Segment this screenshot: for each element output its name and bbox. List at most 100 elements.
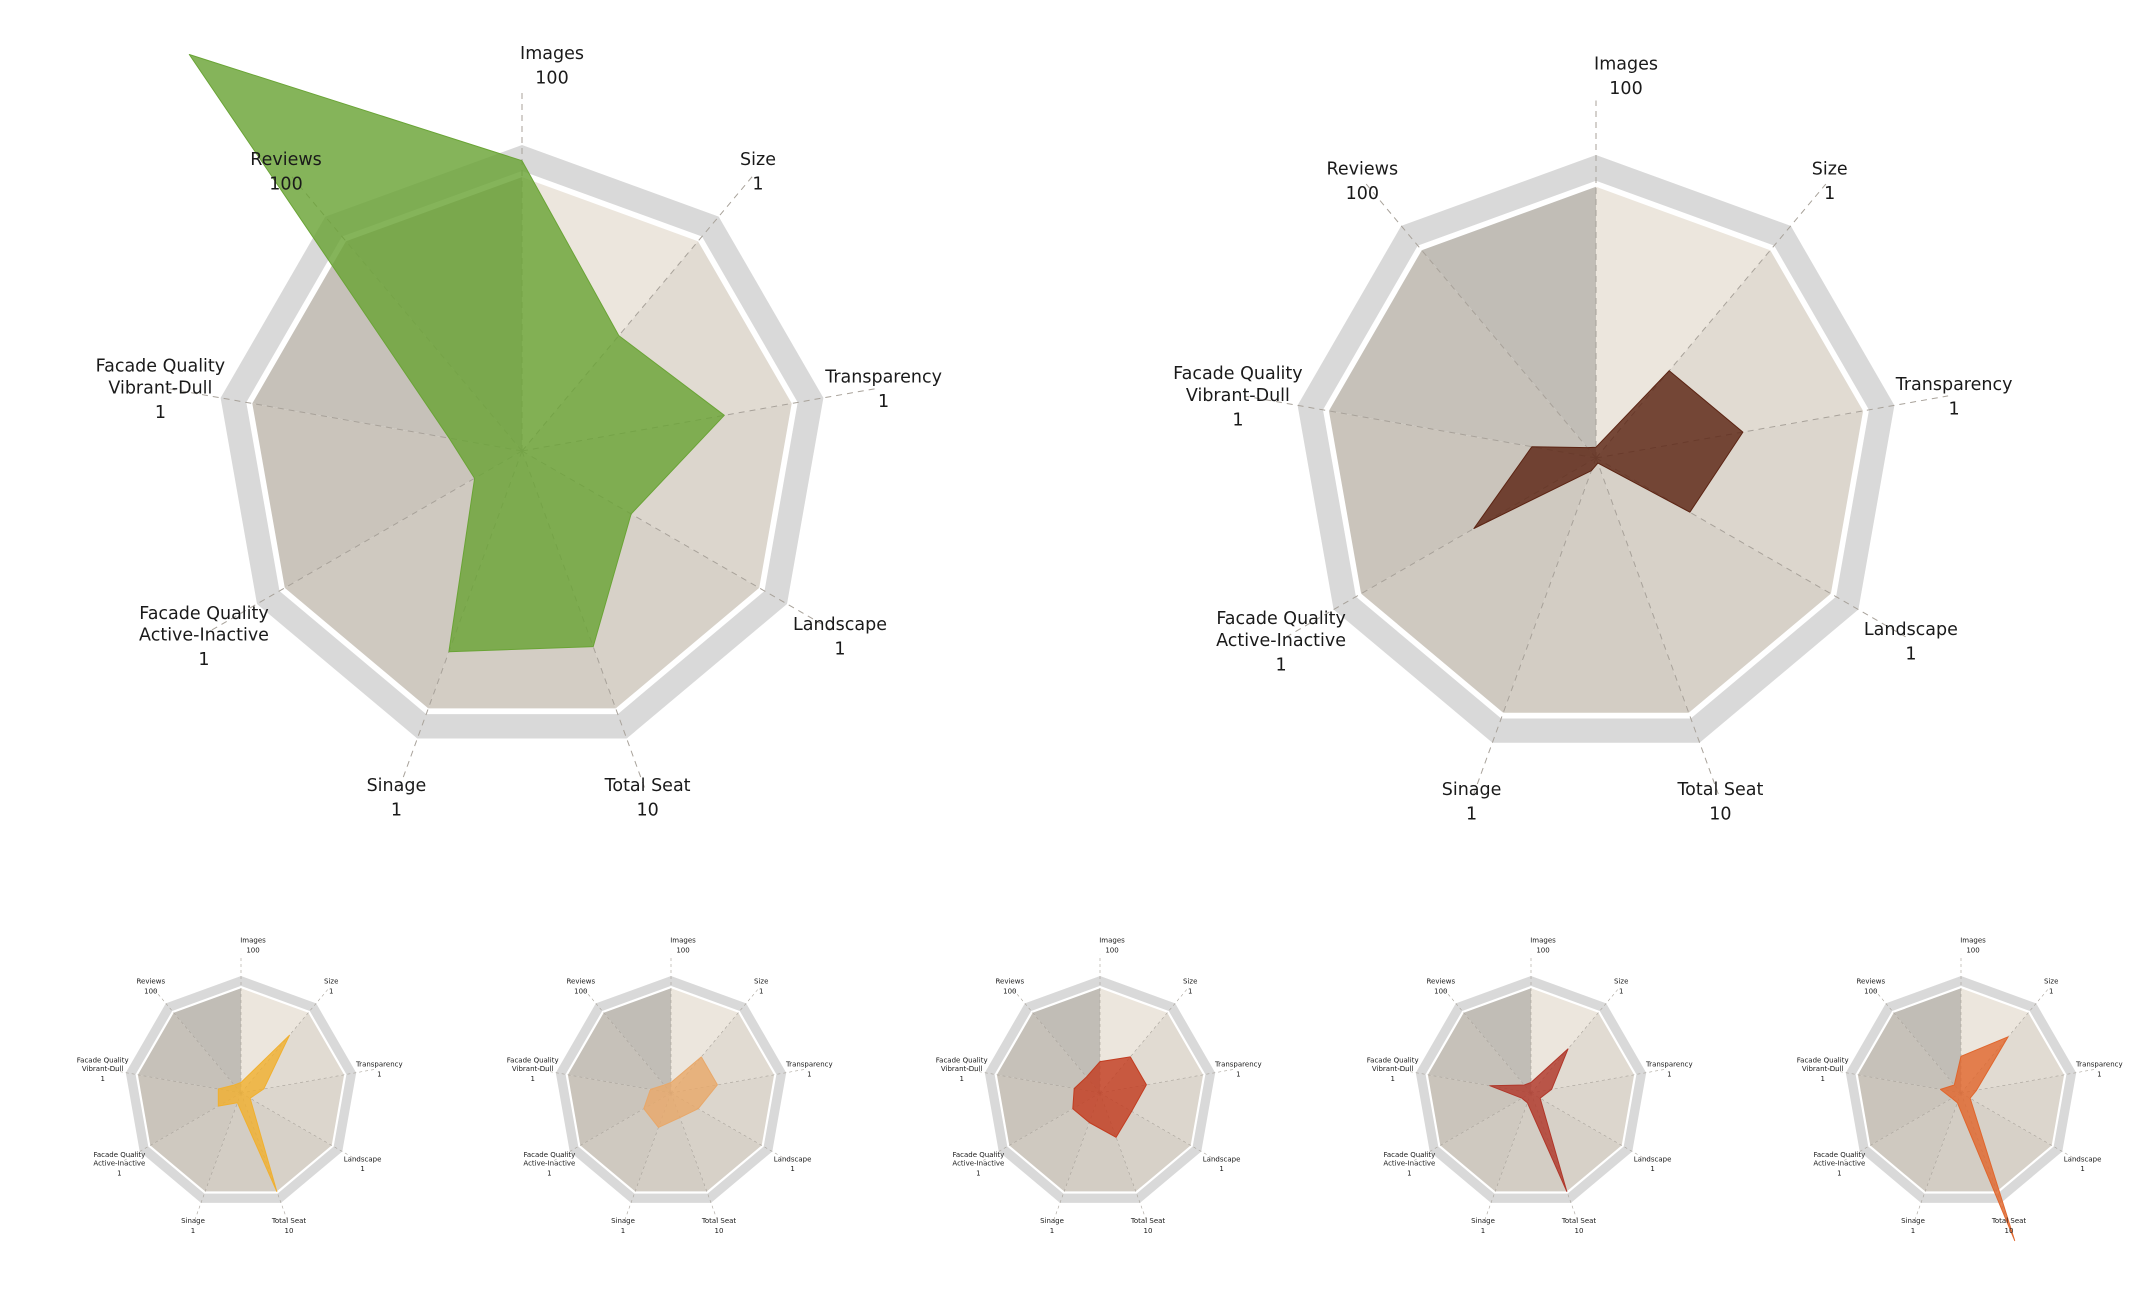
radar-axis-max-label: 1 [1619,987,1623,995]
radar-axis-label: Sinage [367,776,427,796]
radar-chart-5: Images100Size1Transparency1Landscape1Tot… [936,937,1262,1235]
radar-axis-max-label: 100 [574,987,587,995]
radar-axis-label: Images [520,44,584,64]
radar-axis-max-label: 1 [1390,1075,1394,1083]
radar-axis-max-label: 10 [2005,1227,2014,1235]
radar-axis-max-label: 100 [1003,987,1016,995]
radar-axis-max-label: 1 [1236,1071,1240,1079]
radar-axis-max-label: 100 [535,69,568,89]
radar-axis-label: Total Seat [271,1217,307,1225]
radar-axis-label: Transparency [1214,1061,1262,1069]
radar-axis-label: Active-Inactive [1216,631,1346,651]
radar-axis-label: Reviews [250,150,322,170]
radar-axis-max-label: 1 [1824,184,1835,204]
radar-axis-max-label: 10 [1144,1227,1153,1235]
radar-axis-label: Vibrant-Dull [82,1065,124,1073]
radar-axis-max-label: 100 [1434,987,1447,995]
radar-axis-max-label: 1 [547,1170,551,1178]
radar-axis-label: Facade Quality [952,1151,1004,1159]
radar-axis-max-label: 1 [878,392,889,412]
radar-axis-label: Transparency [2075,1061,2123,1069]
radar-axis-label: Size [754,978,768,986]
radar-axis-label: Vibrant-Dull [1802,1065,1844,1073]
radar-axis-max-label: 1 [329,987,333,995]
radar-axis-max-label: 100 [1105,947,1118,955]
radar-axis-label: Sinage [1901,1217,1925,1225]
radar-axis-max-label: 1 [1820,1075,1824,1083]
radar-axis-label: Total Seat [1130,1217,1166,1225]
radar-axis-label: Vibrant-Dull [1186,386,1290,406]
radar-axis-max-label: 1 [155,403,166,423]
radar-axis-label: Facade Quality [1813,1151,1865,1159]
radar-axis-label: Transparency [1895,375,2013,395]
radar-axis-label: Facade Quality [139,604,269,624]
radar-axis-max-label: 1 [1911,1227,1915,1235]
radar-axis-max-label: 100 [1966,947,1979,955]
radar-axis-max-label: 10 [715,1227,724,1235]
radar-axis-max-label: 100 [144,987,157,995]
radar-axis-label: Landscape [793,615,887,635]
radar-axis-label: Images [1530,937,1556,945]
radar-axis-label: Active-Inactive [1813,1160,1865,1168]
radar-axis-label: Reviews [566,978,595,986]
radar-axis-label: Facade Quality [523,1151,575,1159]
radar-axis-max-label: 1 [117,1170,121,1178]
radar-axis-label: Reviews [1426,978,1455,986]
radar-axis-max-label: 1 [759,987,763,995]
radar-chart-4: Images100Size1Transparency1Landscape1Tot… [507,937,833,1235]
radar-axis-max-label: 1 [621,1227,625,1235]
radar-axis-max-label: 100 [1864,987,1877,995]
radar-axis-max-label: 1 [360,1165,364,1173]
radar-axis-label: Landscape [1203,1155,1241,1163]
radar-axis-label: Transparency [355,1061,403,1069]
radar-axis-max-label: 1 [1050,1227,1054,1235]
radar-axis-label: Images [240,937,266,945]
radar-axis-max-label: 1 [959,1075,963,1083]
radar-axis-label: Vibrant-Dull [1372,1065,1414,1073]
radar-axis-label: Images [670,937,696,945]
radar-axis-max-label: 1 [1905,645,1916,665]
radar-axis-max-label: 1 [100,1075,104,1083]
radar-axis-label: Reviews [136,978,165,986]
radar-axis-max-label: 1 [530,1075,534,1083]
radar-axis-max-label: 1 [752,174,763,194]
radar-axis-label: Facade Quality [77,1056,129,1064]
radar-axis-label: Size [1183,978,1197,986]
radar-axis-label: Size [1812,160,1848,180]
radar-axis-label: Sinage [181,1217,205,1225]
radar-axis-label: Landscape [2064,1155,2102,1163]
radar-axis-label: Facade Quality [507,1056,559,1064]
radar-axis-label: Landscape [774,1155,812,1163]
radar-axis-max-label: 1 [377,1071,381,1079]
radar-axis-label: Reviews [1327,160,1399,180]
radar-chart-6: Images100Size1Transparency1Landscape1Tot… [1367,937,1693,1235]
radar-axis-label: Reviews [995,978,1024,986]
radar-axis-max-label: 1 [1188,987,1192,995]
radar-axis-label: Images [1594,55,1658,75]
radar-axis-label: Active-Inactive [523,1160,575,1168]
radar-axis-label: Reviews [1856,978,1885,986]
radar-axis-label: Images [1099,937,1125,945]
radar-axis-label: Landscape [344,1155,382,1163]
radar-axis-max-label: 10 [636,801,658,821]
radar-axis-label: Landscape [1634,1155,1672,1163]
radar-axis-label: Total Seat [604,776,691,796]
radar-axis-label: Facade Quality [93,1151,145,1159]
radar-axis-label: Facade Quality [936,1056,988,1064]
radar-axis-label: Facade Quality [1367,1056,1419,1064]
radar-axis-max-label: 1 [1407,1170,1411,1178]
radar-axis-max-label: 1 [1837,1170,1841,1178]
radar-axis-label: Sinage [1040,1217,1064,1225]
radar-axis-max-label: 1 [790,1165,794,1173]
radar-axis-label: Sinage [1471,1217,1495,1225]
radar-axis-label: Facade Quality [1173,364,1303,384]
radar-axis-label: Active-Inactive [139,626,269,646]
radar-axis-label: Images [1960,937,1986,945]
radar-axis-label: Total Seat [701,1217,737,1225]
radar-axis-label: Transparency [1645,1061,1693,1069]
radar-axis-label: Transparency [824,367,942,387]
radar-axis-max-label: 100 [1346,184,1379,204]
radar-axis-max-label: 10 [1575,1227,1584,1235]
radar-axis-label: Vibrant-Dull [512,1065,554,1073]
radar-axis-max-label: 1 [1276,655,1287,675]
